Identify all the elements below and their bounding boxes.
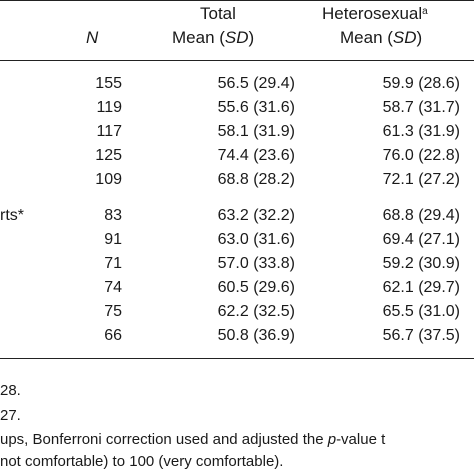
cell-het: 59.9 (28.6) — [382, 75, 460, 92]
bottom-rule — [0, 358, 474, 359]
cell-total: 63.0 (31.6) — [217, 231, 295, 248]
header-het-sd: SD — [392, 28, 417, 47]
cell-het: 68.8 (29.4) — [382, 207, 460, 224]
header-total-title: Total — [200, 4, 236, 23]
cell-total: 74.4 (23.6) — [217, 147, 295, 164]
header-het-sup: a — [422, 6, 428, 17]
cell-total: 55.6 (31.6) — [217, 99, 295, 116]
cell-total: 68.8 (28.2) — [217, 171, 295, 188]
cell-n: 66 — [104, 327, 122, 344]
cell-total: 63.2 (32.2) — [217, 207, 295, 224]
footnote-p: p — [327, 431, 337, 448]
header-het-title: Heterosexuala — [322, 4, 428, 23]
footnote-line-3: ups, Bonferroni correction used and adju… — [0, 431, 386, 448]
top-rule — [0, 0, 474, 1]
cell-het: 65.5 (31.0) — [382, 303, 460, 320]
cell-n: 155 — [95, 75, 122, 92]
cell-total: 60.5 (29.6) — [217, 279, 295, 296]
footnote-line-4: not comfortable) to 100 (very comfortabl… — [0, 453, 284, 470]
header-het-sub: Mean (SD) — [340, 28, 423, 47]
row-label-fragment: rts* — [0, 207, 24, 224]
header-total-sd: SD — [224, 28, 249, 47]
header-total-sub: Mean (SD) — [172, 28, 255, 47]
cell-total: 58.1 (31.9) — [217, 123, 295, 140]
cell-total: 50.8 (36.9) — [217, 327, 295, 344]
footnote-line-1: 28. — [0, 382, 21, 399]
cell-n: 75 — [104, 303, 122, 320]
header-rule — [0, 60, 474, 61]
cell-n: 91 — [104, 231, 122, 248]
cell-total: 62.2 (32.5) — [217, 303, 295, 320]
cell-het: 62.1 (29.7) — [382, 279, 460, 296]
cell-n: 117 — [96, 123, 122, 140]
cell-n: 109 — [95, 171, 122, 188]
cell-n: 74 — [104, 279, 122, 296]
cell-het: 76.0 (22.8) — [382, 147, 460, 164]
cell-het: 59.2 (30.9) — [382, 255, 460, 272]
cell-het: 56.7 (37.5) — [382, 327, 460, 344]
cell-het: 61.3 (31.9) — [382, 123, 460, 140]
cell-het: 69.4 (27.1) — [382, 231, 460, 248]
cell-n: 125 — [95, 147, 122, 164]
cell-total: 57.0 (33.8) — [217, 255, 295, 272]
cell-het: 58.7 (31.7) — [382, 99, 460, 116]
cell-n: 83 — [104, 207, 122, 224]
cell-n: 119 — [96, 99, 122, 116]
cell-het: 72.1 (27.2) — [382, 171, 460, 188]
cell-n: 71 — [104, 255, 122, 272]
cell-total: 56.5 (29.4) — [217, 75, 295, 92]
header-n: N — [86, 28, 99, 47]
footnote-line-2: 27. — [0, 407, 21, 424]
